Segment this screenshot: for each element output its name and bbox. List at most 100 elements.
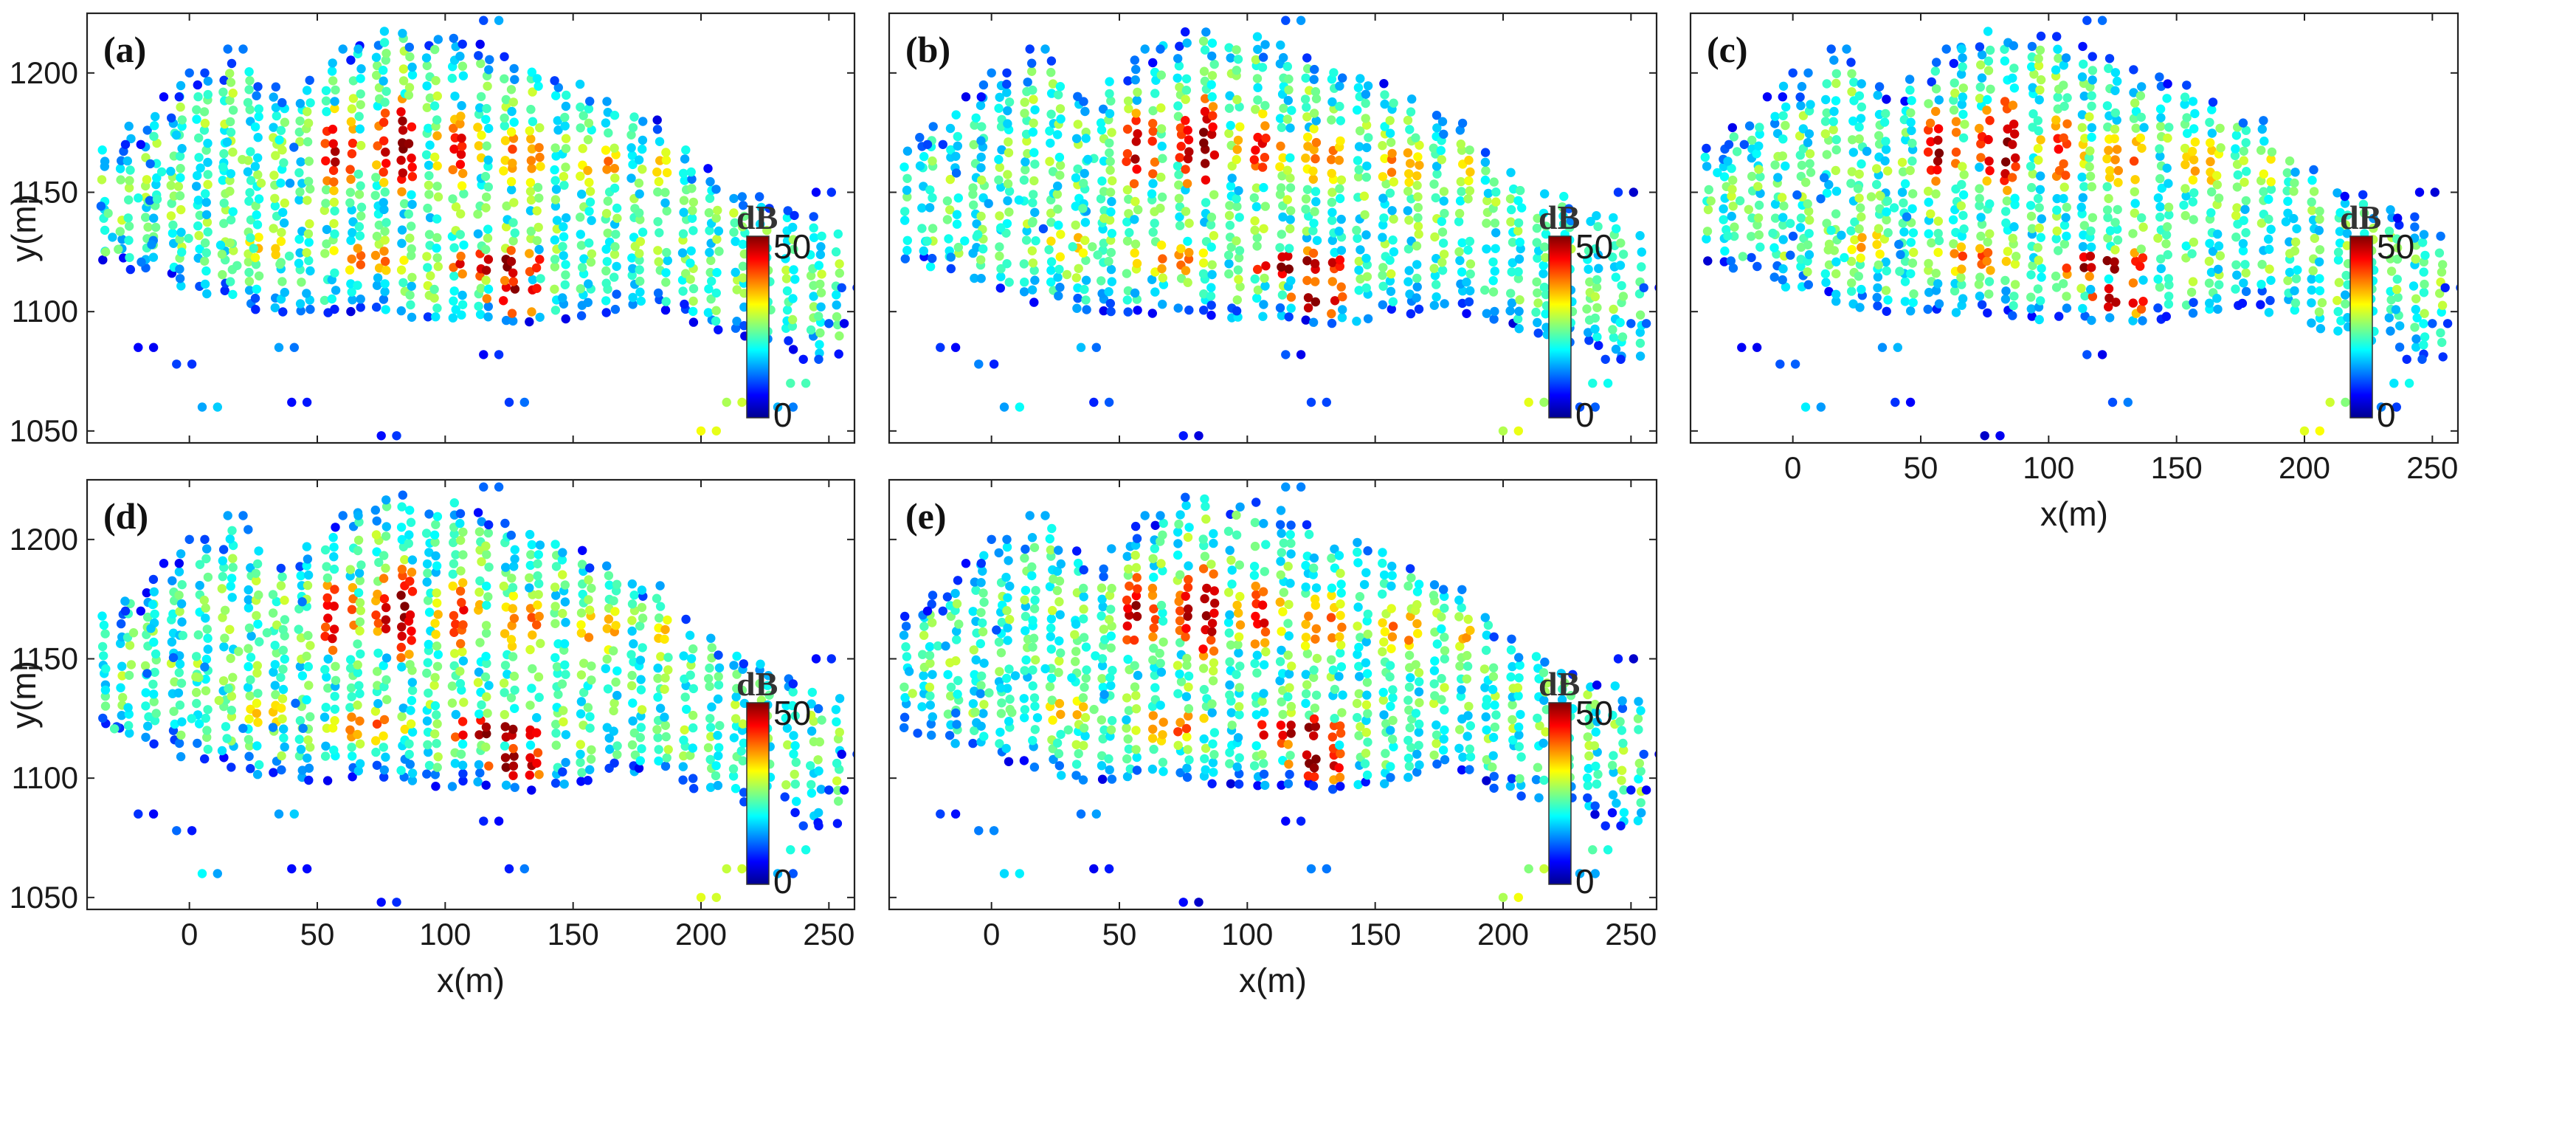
scatter-point — [151, 649, 161, 659]
scatter-point — [945, 731, 955, 740]
scatter-point — [1899, 227, 1909, 237]
scatter-point — [2034, 95, 2044, 105]
scatter-point — [449, 529, 459, 539]
scatter-point — [661, 278, 671, 287]
scatter-point — [2086, 226, 2096, 236]
scatter-point — [1232, 94, 1242, 105]
scatter-point — [681, 145, 691, 155]
scatter-point — [1147, 189, 1157, 199]
scatter-point — [1846, 58, 1856, 67]
scatter-point — [481, 244, 491, 255]
scatter-point — [653, 187, 663, 197]
scatter-point — [1327, 97, 1337, 107]
scatter-point — [1072, 710, 1082, 720]
scatter-point — [1209, 666, 1218, 676]
scatter-point — [1096, 118, 1106, 128]
scatter-point — [1354, 165, 1364, 175]
scatter-point — [289, 343, 299, 352]
scatter-point — [612, 213, 622, 223]
scatter-point — [553, 83, 563, 92]
scatter-point — [398, 490, 407, 500]
scatter-point — [200, 118, 210, 128]
scatter-point — [550, 602, 560, 611]
scatter-point — [347, 743, 356, 752]
scatter-point — [500, 113, 509, 123]
scatter-point — [141, 701, 151, 711]
scatter-point — [654, 756, 663, 766]
scatter-point — [1779, 201, 1789, 211]
scatter-point — [269, 768, 278, 777]
scatter-point — [1933, 165, 1942, 175]
scatter-point — [1702, 227, 1713, 236]
scatter-point — [1412, 260, 1422, 269]
scatter-point — [1831, 69, 1841, 79]
scatter-point — [1046, 218, 1056, 227]
scatter-point — [1046, 56, 1057, 66]
scatter-point — [1747, 171, 1757, 182]
scatter-point — [1132, 611, 1142, 622]
scatter-point — [1336, 282, 1346, 292]
scatter-point — [483, 284, 494, 294]
scatter-point — [2131, 123, 2141, 133]
scatter-point — [475, 576, 485, 586]
scatter-point — [978, 709, 988, 718]
scatter-point — [353, 535, 364, 545]
scatter-point — [303, 229, 314, 238]
scatter-point — [330, 97, 339, 106]
scatter-point — [150, 667, 159, 677]
scatter-point — [1635, 351, 1646, 361]
scatter-point — [1908, 228, 1919, 238]
scatter-point — [979, 551, 989, 560]
scatter-point — [1566, 216, 1576, 226]
scatter-point — [1702, 143, 1711, 154]
scatter-point — [1590, 324, 1600, 334]
scatter-point — [1021, 165, 1030, 175]
scatter-point — [168, 653, 179, 663]
scatter-points — [1700, 16, 2458, 441]
scatter-point — [1198, 664, 1209, 673]
scatter-point — [483, 312, 493, 322]
scatter-point — [1379, 213, 1389, 223]
scatter-point — [1975, 162, 1984, 172]
scatter-point — [371, 530, 381, 540]
scatter-point — [504, 397, 514, 407]
scatter-point — [2410, 323, 2420, 332]
scatter-point — [711, 761, 721, 771]
scatter-point — [1207, 708, 1217, 717]
scatter-point — [706, 255, 716, 266]
scatter-point — [1130, 661, 1139, 670]
scatter-point — [432, 115, 442, 125]
scatter-point — [220, 286, 229, 295]
scatter-point — [226, 215, 236, 225]
scatter-point — [728, 771, 739, 781]
scatter-point — [356, 89, 365, 99]
scatter-point — [2208, 97, 2218, 107]
plot-area — [87, 480, 854, 909]
scatter-point — [1977, 73, 1987, 83]
scatter-point — [228, 289, 238, 300]
scatter-point — [535, 540, 545, 550]
scatter-point — [432, 161, 442, 171]
scatter-point — [2307, 176, 2317, 185]
scatter-point — [476, 58, 486, 69]
scatter-point — [1047, 695, 1057, 705]
scatter-point — [1405, 125, 1415, 134]
scatter-point — [584, 575, 593, 585]
scatter-point — [636, 685, 646, 695]
scatter-point — [1983, 237, 1992, 247]
scatter-point — [2105, 166, 2115, 176]
scatter-point — [232, 261, 242, 270]
scatter-point — [1122, 621, 1133, 631]
scatter-point — [1608, 252, 1617, 262]
scatter-point — [1028, 198, 1037, 207]
scatter-point — [1226, 779, 1236, 789]
scatter-point — [2358, 190, 2368, 199]
scatter-point — [1438, 238, 1448, 248]
scatter-point — [295, 248, 305, 258]
scatter-point — [732, 317, 742, 326]
scatter-point — [1199, 306, 1209, 315]
scatter-point — [550, 165, 559, 175]
scatter-point — [525, 573, 534, 582]
scatter-point — [976, 578, 986, 588]
